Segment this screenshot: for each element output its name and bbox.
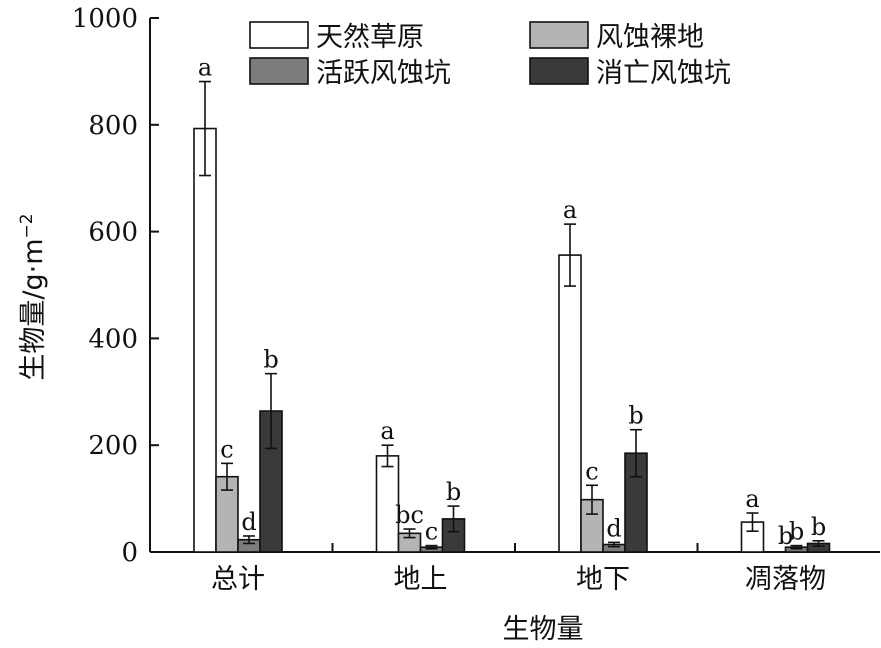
legend-swatch-3	[249, 57, 309, 85]
significance-label: a	[380, 417, 394, 445]
significance-label: c	[425, 518, 438, 546]
significance-label: bc	[395, 501, 424, 529]
legend-swatch-4	[529, 57, 589, 85]
y-tick-label: 400	[88, 324, 138, 354]
y-axis-title: 生物量/g·m−2	[17, 213, 49, 380]
y-axis-title-text: 生物量/g·m	[18, 238, 49, 380]
bar-1-3	[558, 254, 582, 553]
significance-label: a	[563, 196, 577, 224]
significance-label: c	[220, 435, 233, 463]
legend-label: 活跃风蚀坑	[316, 58, 451, 89]
significance-label: b	[446, 478, 461, 506]
y-tick-label: 200	[88, 431, 138, 461]
y-tick-label: 800	[88, 111, 138, 141]
legend-swatch-2	[529, 21, 589, 49]
legend-swatch-1	[249, 21, 309, 49]
x-axis-title: 生物量	[503, 614, 584, 645]
category-label: 地下	[576, 564, 630, 595]
y-tick-label: 0	[121, 538, 138, 568]
significance-label: b	[263, 346, 278, 374]
bar-1-1	[193, 127, 217, 553]
y-tick-label: 600	[88, 218, 138, 248]
category-label: 总计	[211, 564, 265, 595]
legend-label: 风蚀裸地	[596, 22, 704, 53]
significance-label: c	[585, 457, 598, 485]
significance-label: a	[198, 54, 212, 82]
y-tick-label: 1000	[72, 4, 138, 34]
category-label: 地上	[394, 564, 448, 595]
significance-label: d	[606, 514, 621, 542]
significance-label: b	[789, 518, 804, 546]
significance-label: a	[745, 485, 759, 513]
significance-label: b	[778, 522, 793, 550]
y-axis-title-superscript: −2	[17, 213, 37, 238]
legend-label: 消亡风蚀坑	[596, 58, 731, 89]
significance-label: d	[241, 508, 256, 536]
category-label: 凋落物	[745, 564, 826, 595]
significance-label: b	[811, 513, 826, 541]
legend-label: 天然草原	[316, 22, 424, 53]
significance-label: b	[628, 402, 643, 430]
